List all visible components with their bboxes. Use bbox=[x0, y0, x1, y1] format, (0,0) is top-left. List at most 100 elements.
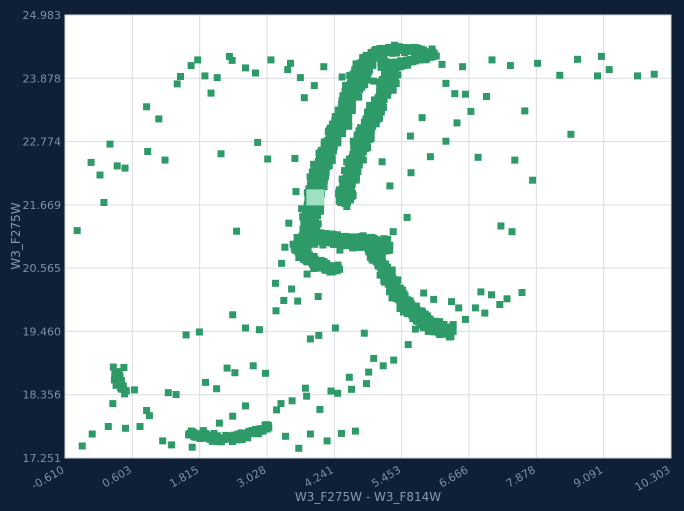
data-point bbox=[339, 98, 347, 106]
data-point bbox=[355, 69, 363, 77]
data-point bbox=[389, 86, 397, 94]
data-point bbox=[304, 206, 312, 214]
data-point bbox=[377, 63, 385, 71]
data-point bbox=[388, 76, 396, 84]
data-point bbox=[104, 423, 112, 430]
x-tick-label: 6.666 bbox=[437, 463, 471, 490]
data-point bbox=[300, 235, 308, 243]
data-point bbox=[304, 237, 312, 245]
data-point bbox=[249, 362, 257, 370]
data-point bbox=[425, 325, 433, 332]
data-point bbox=[345, 122, 353, 130]
data-point bbox=[306, 335, 314, 343]
data-point bbox=[327, 387, 335, 395]
data-point bbox=[388, 266, 396, 274]
y-tick-label: 23.878 bbox=[23, 72, 62, 85]
data-point bbox=[343, 194, 351, 202]
data-point bbox=[317, 172, 325, 180]
data-point bbox=[418, 114, 426, 122]
y-tick-label: 19.460 bbox=[23, 325, 62, 338]
data-point bbox=[255, 326, 263, 334]
data-point bbox=[298, 251, 306, 259]
data-point bbox=[280, 297, 288, 304]
data-point bbox=[380, 235, 388, 243]
data-point bbox=[298, 205, 306, 213]
data-point bbox=[307, 216, 315, 223]
data-point bbox=[293, 234, 301, 241]
data-point bbox=[508, 228, 516, 236]
y-tick-label: 17.251 bbox=[23, 452, 62, 465]
data-point bbox=[534, 59, 542, 67]
data-point bbox=[388, 282, 396, 290]
data-point bbox=[394, 293, 402, 301]
data-point bbox=[282, 432, 289, 440]
data-point bbox=[326, 128, 334, 136]
data-point bbox=[334, 139, 342, 147]
highlighted-point bbox=[306, 189, 325, 206]
data-point bbox=[348, 385, 355, 393]
data-point bbox=[370, 354, 378, 362]
data-point bbox=[209, 435, 217, 443]
data-point bbox=[319, 232, 327, 240]
data-point bbox=[374, 252, 382, 260]
data-point bbox=[366, 241, 373, 249]
data-point bbox=[336, 110, 344, 118]
data-point bbox=[439, 324, 447, 332]
data-point bbox=[273, 406, 281, 414]
data-point bbox=[106, 140, 114, 148]
data-point bbox=[378, 251, 386, 259]
data-point bbox=[345, 373, 353, 381]
data-point bbox=[379, 362, 387, 370]
data-point bbox=[496, 301, 504, 308]
data-point bbox=[252, 426, 259, 433]
data-point bbox=[370, 238, 378, 246]
data-point bbox=[371, 116, 379, 123]
data-point bbox=[260, 425, 268, 433]
data-point bbox=[392, 61, 400, 69]
data-point bbox=[442, 137, 450, 145]
data-point bbox=[503, 295, 511, 303]
data-point bbox=[314, 293, 322, 300]
data-point bbox=[594, 72, 601, 80]
data-point bbox=[343, 180, 351, 188]
data-point bbox=[161, 156, 169, 164]
x-tick-label: 5.453 bbox=[369, 463, 403, 490]
data-point bbox=[449, 321, 457, 329]
data-point bbox=[326, 237, 334, 245]
data-point bbox=[237, 432, 245, 440]
data-point bbox=[373, 107, 381, 114]
data-point bbox=[374, 115, 382, 123]
data-point bbox=[433, 325, 441, 333]
y-tick-label: 22.774 bbox=[23, 136, 62, 149]
data-point bbox=[471, 304, 479, 312]
data-point bbox=[304, 202, 311, 209]
data-point bbox=[136, 423, 144, 430]
data-point bbox=[455, 304, 463, 312]
data-point bbox=[329, 138, 336, 146]
data-point bbox=[292, 188, 300, 196]
data-point bbox=[340, 117, 347, 125]
data-point bbox=[483, 93, 490, 100]
data-point bbox=[303, 217, 311, 225]
data-point bbox=[96, 171, 104, 179]
data-point bbox=[408, 45, 416, 53]
data-point bbox=[216, 437, 224, 445]
y-tick-label: 24.983 bbox=[23, 9, 62, 22]
data-point bbox=[173, 80, 181, 88]
data-point bbox=[354, 238, 361, 246]
data-point bbox=[376, 88, 384, 96]
data-point bbox=[379, 47, 387, 54]
x-tick-label: 4.241 bbox=[302, 463, 336, 490]
data-point bbox=[229, 412, 237, 420]
data-point bbox=[363, 120, 371, 127]
data-point bbox=[354, 156, 362, 163]
data-point bbox=[497, 222, 505, 230]
data-point bbox=[159, 437, 167, 445]
data-point bbox=[295, 444, 303, 452]
data-point bbox=[334, 389, 342, 397]
data-point bbox=[333, 235, 340, 243]
data-point bbox=[122, 424, 129, 432]
data-point bbox=[346, 71, 354, 79]
data-point bbox=[143, 407, 151, 414]
data-point bbox=[358, 236, 366, 244]
